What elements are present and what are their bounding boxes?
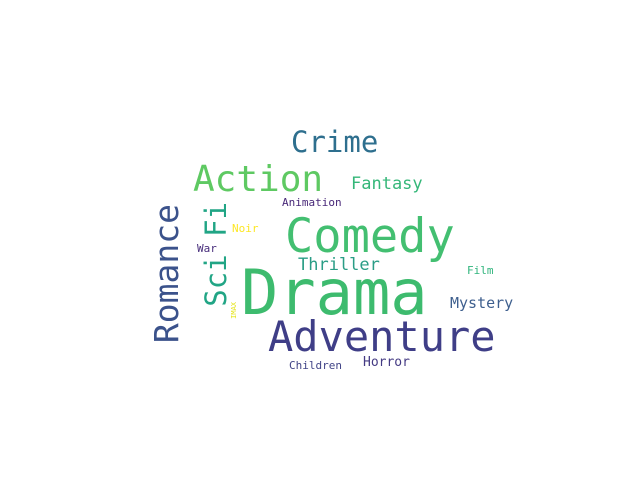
word-war: War xyxy=(197,242,217,255)
word-imax: IMAX xyxy=(230,302,238,319)
word-animation: Animation xyxy=(282,196,342,209)
word-drama: Drama xyxy=(241,256,428,329)
word-mystery: Mystery xyxy=(450,294,514,312)
word-film: Film xyxy=(467,264,494,277)
word-adventure: Adventure xyxy=(268,312,496,361)
word-horror: Horror xyxy=(363,355,410,370)
word-fantasy: Fantasy xyxy=(351,174,423,194)
word-comedy: Comedy xyxy=(285,209,455,264)
word-noir: Noir xyxy=(232,222,259,235)
word-action: Action xyxy=(193,159,324,200)
word-crime: Crime xyxy=(291,125,379,159)
word-romance: Romance xyxy=(147,204,186,344)
word-thriller: Thriller xyxy=(298,255,380,275)
word-children: Children xyxy=(289,359,342,372)
word-scifi: Sci Fi xyxy=(199,202,233,307)
